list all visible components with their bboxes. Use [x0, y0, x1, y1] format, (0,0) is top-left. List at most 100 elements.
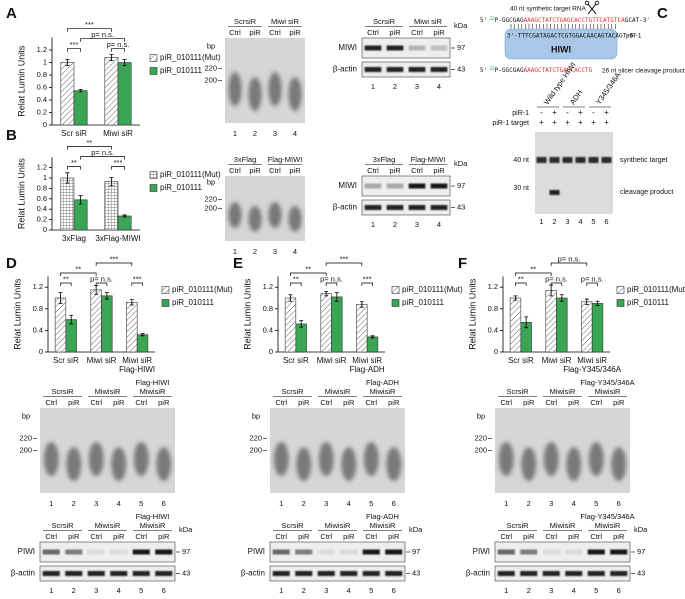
panel-letter: A [6, 5, 17, 22]
lane-number: 3 [324, 499, 328, 508]
legend-hatch [162, 286, 169, 294]
y-tick-label: 0.8 [37, 183, 47, 192]
significance-label: p= n.s. [545, 274, 568, 283]
group-label: Flag-Y345/346A [580, 378, 634, 387]
error-bar [122, 58, 127, 67]
hiwi-box [504, 28, 618, 60]
row-label: piR-1 [512, 110, 529, 117]
significance-label: p= n.s. [91, 148, 114, 157]
significance-label: ** [63, 274, 69, 283]
blot-band [364, 45, 382, 51]
blot-band [272, 549, 290, 555]
group-label: Miwi siR [414, 17, 442, 26]
significance-label: p= n.s. [558, 254, 581, 263]
kda-label: 43 [457, 64, 465, 73]
size-marker: 200 [19, 445, 32, 454]
gel-smear [248, 205, 262, 232]
lane-label: Ctrl [275, 532, 287, 541]
lane-label: Ctrl [367, 166, 379, 175]
lane-number: 2 [302, 499, 306, 508]
error-bar [69, 314, 74, 325]
lane-label: piR [523, 398, 535, 407]
blot-band [430, 205, 448, 210]
significance-bracket [515, 272, 552, 276]
bar [117, 62, 132, 126]
gel-image [270, 408, 405, 493]
lane-label: piR [113, 398, 125, 407]
blot-band [295, 549, 313, 555]
size-marker: 220 [204, 64, 217, 73]
significance-bracket [550, 282, 563, 286]
error-bar [65, 58, 70, 67]
blot-band [565, 549, 583, 555]
lane-number: 3 [415, 220, 419, 229]
blot-band [542, 549, 560, 555]
gel-image [535, 132, 613, 214]
blot-band [364, 183, 382, 189]
legend-hatch [150, 54, 157, 62]
blot-band [497, 549, 515, 555]
legend-label: piR_010111 [160, 66, 203, 75]
blot-band [610, 571, 628, 576]
legend-hatch [617, 286, 624, 294]
row-sign: + [552, 108, 557, 117]
significance-label: p= n.s. [91, 30, 114, 39]
bar-hatch [320, 293, 332, 352]
group-label: MiwisiR [325, 387, 351, 396]
seq-right: GCAT-3' [625, 17, 650, 24]
significance-label: *** [85, 20, 94, 29]
significance-label: *** [133, 274, 142, 283]
error-bar [513, 295, 518, 301]
gel-band [601, 157, 612, 163]
size-marker: 200 [474, 445, 487, 454]
lane-label: Ctrl [229, 28, 241, 37]
lane-number: 4 [347, 586, 351, 595]
group-label: ScrsiR [281, 521, 304, 530]
significance-label: ** [518, 274, 524, 283]
blot-band [110, 571, 128, 576]
significance-bracket [67, 28, 112, 32]
legend-label: piR_010111 [627, 298, 670, 307]
significance-bracket [325, 282, 338, 286]
significance-label: p= n.s. [320, 274, 343, 283]
row-sign: + [578, 108, 583, 117]
target-label: 40 nt synthetic target RNA [510, 6, 587, 13]
lane-label: Ctrl [135, 532, 147, 541]
size-marker: 220 [19, 434, 32, 443]
error-bar [78, 88, 83, 93]
blot-label: PIWI [18, 547, 35, 556]
lane-number: 2 [253, 247, 257, 256]
lane-number: 5 [369, 499, 373, 508]
x-tick-label: Miwi siR [103, 129, 133, 138]
lane-label: piR [298, 398, 310, 407]
blot-band [272, 571, 290, 576]
significance-bracket [60, 282, 72, 286]
error-bar [584, 298, 589, 305]
row-sign: + [539, 118, 544, 127]
isotope: 32 [489, 16, 495, 22]
size-marker: 30 nt [513, 185, 529, 192]
blot-band [587, 571, 605, 576]
significance-bracket [67, 166, 81, 170]
significance-label: p= n.s. [581, 274, 604, 283]
x-tick-label: Scr siR [283, 356, 309, 365]
kda-label: 97 [457, 43, 465, 52]
lane-label: Ctrl [545, 398, 557, 407]
error-bar [65, 172, 70, 184]
lane-label: Ctrl [275, 398, 287, 407]
significance-bracket [111, 166, 125, 170]
row-sign: - [566, 108, 569, 117]
significance-label: p= n.s. [107, 40, 130, 49]
bar-hatch [104, 181, 118, 230]
panel-letter: D [6, 255, 17, 272]
group-label: ScrsiR [51, 521, 74, 530]
pirna-sequence: 3'-TTTCGATAGACTCGTGGACAACAGTACAGT-5' [507, 33, 637, 40]
significance-bracket [290, 282, 302, 286]
group-label: ScrsiR [373, 17, 396, 26]
y-tick-label: 1.2 [263, 282, 273, 291]
error-bar [109, 53, 114, 62]
lane-number: 4 [293, 247, 297, 256]
product-label: 26 nt slicer cleavage product [602, 68, 685, 75]
legend-label: piR_010111(Mut) [160, 53, 221, 62]
blot-band [565, 571, 583, 576]
